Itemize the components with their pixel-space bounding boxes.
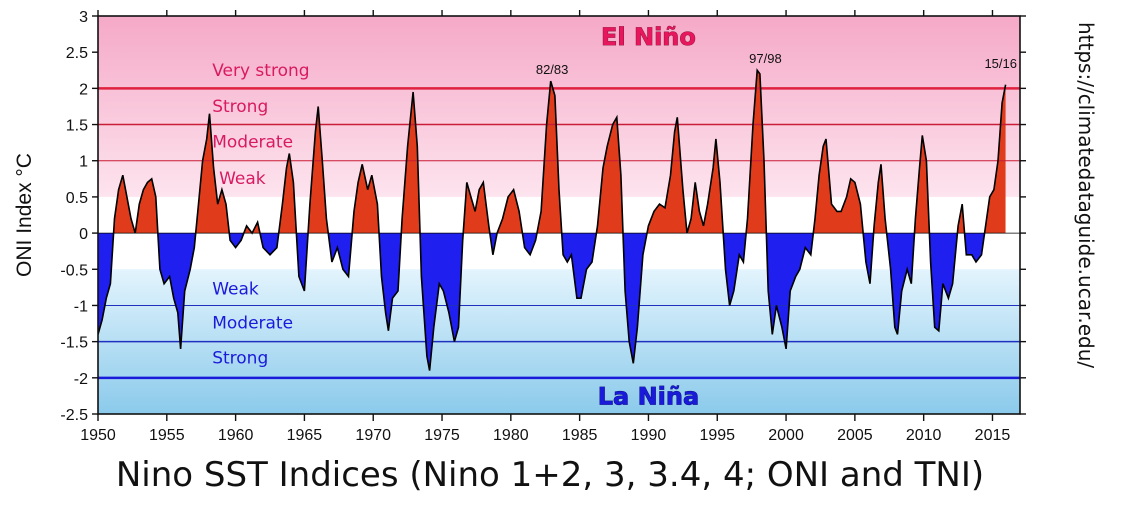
x-tick-label: 1995 bbox=[699, 427, 735, 444]
y-tick-label: 3 bbox=[79, 9, 88, 26]
x-tick-label: 2015 bbox=[975, 427, 1011, 444]
intensity-label: Very strong bbox=[212, 61, 309, 81]
x-tick-label: 2010 bbox=[906, 427, 942, 444]
x-tick-label: 1950 bbox=[80, 427, 116, 444]
event-label: 82/83 bbox=[536, 62, 569, 77]
oni-negative-area bbox=[98, 233, 1006, 371]
x-tick-label: 1960 bbox=[218, 427, 254, 444]
y-tick-label: -1.5 bbox=[60, 335, 88, 352]
x-tick-label: 1985 bbox=[562, 427, 598, 444]
y-tick-label: -2.5 bbox=[60, 407, 88, 424]
intensity-label: Weak bbox=[212, 280, 259, 300]
y-tick-label: -0.5 bbox=[60, 262, 88, 279]
x-tick-label: 1975 bbox=[424, 427, 460, 444]
intensity-label: Moderate bbox=[212, 133, 293, 153]
y-tick-label: -2 bbox=[74, 371, 88, 388]
source-url-text: https://climatedataguide.ucar.edu/ bbox=[1074, 22, 1098, 369]
x-tick-label: 2000 bbox=[768, 427, 804, 444]
la-nina-label: La Niña bbox=[598, 383, 699, 411]
intensity-label: Strong bbox=[212, 97, 268, 117]
intensity-label: Moderate bbox=[212, 314, 293, 334]
x-tick-label: 1970 bbox=[355, 427, 391, 444]
intensity-label: Weak bbox=[219, 169, 266, 189]
y-tick-label: 1 bbox=[79, 154, 88, 171]
y-tick-label: 0 bbox=[79, 226, 88, 243]
source-url: https://climatedataguide.ucar.edu/ bbox=[1062, 22, 1102, 422]
y-tick-label: 0.5 bbox=[66, 190, 88, 207]
y-axis-label: ONI Index °C bbox=[13, 153, 36, 277]
x-tick-label: 1980 bbox=[493, 427, 529, 444]
oni-line bbox=[98, 68, 1007, 371]
y-tick-label: -1 bbox=[74, 298, 88, 315]
intensity-label: Strong bbox=[212, 348, 268, 368]
event-label: 97/98 bbox=[749, 51, 782, 66]
y-tick-label: 2 bbox=[79, 81, 88, 98]
x-tick-label: 1955 bbox=[149, 427, 185, 444]
chart-title: Nino SST Indices (Nino 1+2, 3, 3.4, 4; O… bbox=[115, 455, 985, 495]
y-tick-label: 2.5 bbox=[66, 45, 88, 62]
x-tick-label: 2005 bbox=[837, 427, 873, 444]
event-label: 15/16 bbox=[984, 56, 1017, 71]
plot-frame bbox=[97, 15, 1021, 415]
x-tick-label: 1965 bbox=[287, 427, 323, 444]
el-nino-background bbox=[98, 16, 1020, 197]
x-tick-label: 1990 bbox=[631, 427, 667, 444]
el-nino-label: El Niño bbox=[601, 23, 696, 51]
y-tick-label: 1.5 bbox=[66, 118, 88, 135]
